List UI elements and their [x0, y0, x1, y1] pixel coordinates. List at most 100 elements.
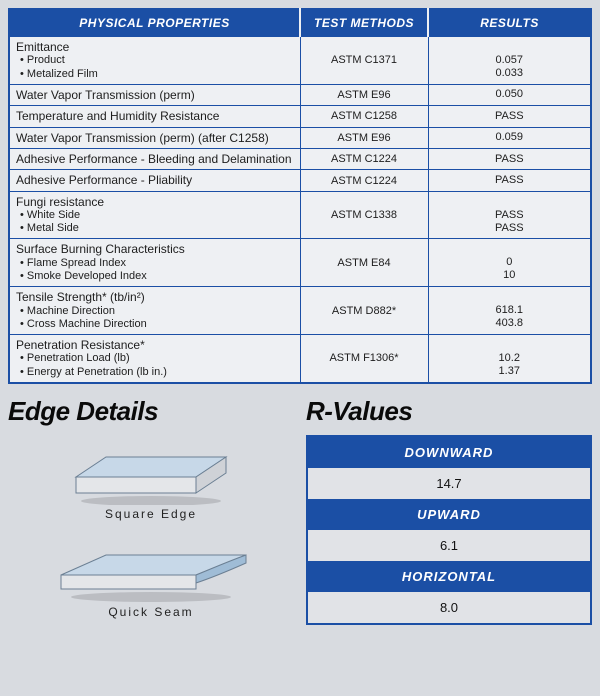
result-value: 0 [435, 256, 584, 269]
result-value: 403.8 [435, 317, 584, 330]
method-cell: ASTM C1224 [300, 148, 428, 169]
edge-details-heading: Edge Details [8, 396, 294, 427]
result-cell: 618.1403.8 [428, 287, 591, 335]
property-title: Temperature and Humidity Resistance [16, 109, 294, 123]
method-cell: ASTM C1258 [300, 106, 428, 127]
result-cell: PASSPASS [428, 191, 591, 239]
property-subitem: Cross Machine Direction [16, 318, 294, 331]
property-subitem: Metalized Film [16, 68, 294, 81]
rvalue-value: 14.7 [307, 468, 591, 499]
method-cell: ASTM C1338 [300, 191, 428, 239]
rvalue-label-row: DOWNWARD [307, 436, 591, 468]
col-header-methods: TEST METHODS [300, 9, 428, 37]
rvalue-value-row: 6.1 [307, 530, 591, 561]
property-title: Penetration Resistance* [16, 338, 294, 352]
table-row: EmittanceProductMetalized FilmASTM C1371… [9, 37, 591, 85]
property-title: Emittance [16, 40, 294, 54]
property-title: Fungi resistance [16, 195, 294, 209]
method-cell: ASTM C1371 [300, 37, 428, 85]
method-cell: ASTM E96 [300, 84, 428, 105]
rvalue-value-row: 14.7 [307, 468, 591, 499]
property-title: Surface Burning Characteristics [16, 242, 294, 256]
property-cell: Water Vapor Transmission (perm) [9, 84, 300, 105]
result-value: PASS [435, 222, 584, 235]
result-value: 0.050 [435, 88, 584, 101]
result-cell: 010 [428, 239, 591, 287]
col-header-results: RESULTS [428, 9, 591, 37]
property-cell: Tensile Strength* (tb/in²)Machine Direct… [9, 287, 300, 335]
rvalue-value-row: 8.0 [307, 592, 591, 624]
property-subitem: Smoke Developed Index [16, 270, 294, 283]
edge-figure-square: Square Edge [8, 435, 294, 521]
quick-seam-icon [46, 533, 256, 603]
method-cell: ASTM E96 [300, 127, 428, 148]
table-row: Temperature and Humidity Resistance ASTM … [9, 106, 591, 127]
property-cell: Temperature and Humidity Resistance [9, 106, 300, 127]
property-subitem: Product [16, 54, 294, 67]
col-header-properties: PHYSICAL PROPERTIES [9, 9, 300, 37]
result-cell: PASS [428, 106, 591, 127]
properties-table: PHYSICAL PROPERTIES TEST METHODS RESULTS… [8, 8, 592, 384]
property-title: Water Vapor Transmission (perm) (after C… [16, 131, 294, 145]
property-subitem: Metal Side [16, 222, 294, 235]
table-row: Fungi resistanceWhite SideMetal SideASTM… [9, 191, 591, 239]
rvalue-label: UPWARD [307, 499, 591, 530]
properties-header-row: PHYSICAL PROPERTIES TEST METHODS RESULTS [9, 9, 591, 37]
table-row: Penetration Resistance*Penetration Load … [9, 335, 591, 383]
property-title: Adhesive Performance - Bleeding and Dela… [16, 152, 294, 166]
result-value: 10.2 [435, 352, 584, 365]
rvalue-value: 6.1 [307, 530, 591, 561]
table-row: Tensile Strength* (tb/in²)Machine Direct… [9, 287, 591, 335]
method-cell: ASTM F1306* [300, 335, 428, 383]
property-cell: Water Vapor Transmission (perm) (after C… [9, 127, 300, 148]
result-cell: PASS [428, 170, 591, 191]
result-value: 618.1 [435, 304, 584, 317]
square-edge-icon [56, 435, 246, 505]
rvalue-label: DOWNWARD [307, 436, 591, 468]
property-cell: EmittanceProductMetalized Film [9, 37, 300, 85]
result-cell: 0.050 [428, 84, 591, 105]
table-row: Water Vapor Transmission (perm) ASTM E96 0… [9, 84, 591, 105]
edge-caption-square: Square Edge [105, 507, 197, 521]
table-row: Surface Burning CharacteristicsFlame Spr… [9, 239, 591, 287]
property-subitem: Energy at Penetration (lb in.) [16, 366, 294, 379]
method-cell: ASTM D882* [300, 287, 428, 335]
bottom-section: Edge Details Square Edge Quick Seam R-Va… [8, 396, 592, 631]
table-row: Water Vapor Transmission (perm) (after C… [9, 127, 591, 148]
rvalue-label-row: UPWARD [307, 499, 591, 530]
rvalue-label: HORIZONTAL [307, 561, 591, 592]
table-row: Adhesive Performance - Bleeding and Dela… [9, 148, 591, 169]
rvalue-label-row: HORIZONTAL [307, 561, 591, 592]
result-value: 0.059 [435, 131, 584, 144]
edge-caption-quickseam: Quick Seam [108, 605, 193, 619]
rvalue-value: 8.0 [307, 592, 591, 624]
property-cell: Surface Burning CharacteristicsFlame Spr… [9, 239, 300, 287]
r-values-heading: R-Values [306, 396, 592, 427]
property-subitem: Penetration Load (lb) [16, 352, 294, 365]
r-values: R-Values DOWNWARD14.7UPWARD6.1HORIZONTAL… [306, 396, 592, 631]
method-cell: ASTM E84 [300, 239, 428, 287]
property-title: Water Vapor Transmission (perm) [16, 88, 294, 102]
property-cell: Adhesive Performance - Pliability [9, 170, 300, 191]
result-value: PASS [435, 174, 584, 187]
r-values-table: DOWNWARD14.7UPWARD6.1HORIZONTAL8.0 [306, 435, 592, 625]
property-subitem: Machine Direction [16, 305, 294, 318]
property-subitem: Flame Spread Index [16, 257, 294, 270]
property-title: Adhesive Performance - Pliability [16, 173, 294, 187]
result-cell: 10.21.37 [428, 335, 591, 383]
result-value: PASS [435, 209, 584, 222]
table-row: Adhesive Performance - Pliability ASTM C1… [9, 170, 591, 191]
result-value: PASS [435, 153, 584, 166]
property-cell: Fungi resistanceWhite SideMetal Side [9, 191, 300, 239]
result-value: 0.033 [435, 67, 584, 80]
result-cell: 0.0570.033 [428, 37, 591, 85]
edge-details: Edge Details Square Edge Quick Seam [8, 396, 294, 631]
property-title: Tensile Strength* (tb/in²) [16, 290, 294, 304]
edge-figure-quickseam: Quick Seam [8, 533, 294, 619]
result-value: 1.37 [435, 365, 584, 378]
result-cell: PASS [428, 148, 591, 169]
property-cell: Adhesive Performance - Bleeding and Dela… [9, 148, 300, 169]
method-cell: ASTM C1224 [300, 170, 428, 191]
result-cell: 0.059 [428, 127, 591, 148]
property-subitem: White Side [16, 209, 294, 222]
